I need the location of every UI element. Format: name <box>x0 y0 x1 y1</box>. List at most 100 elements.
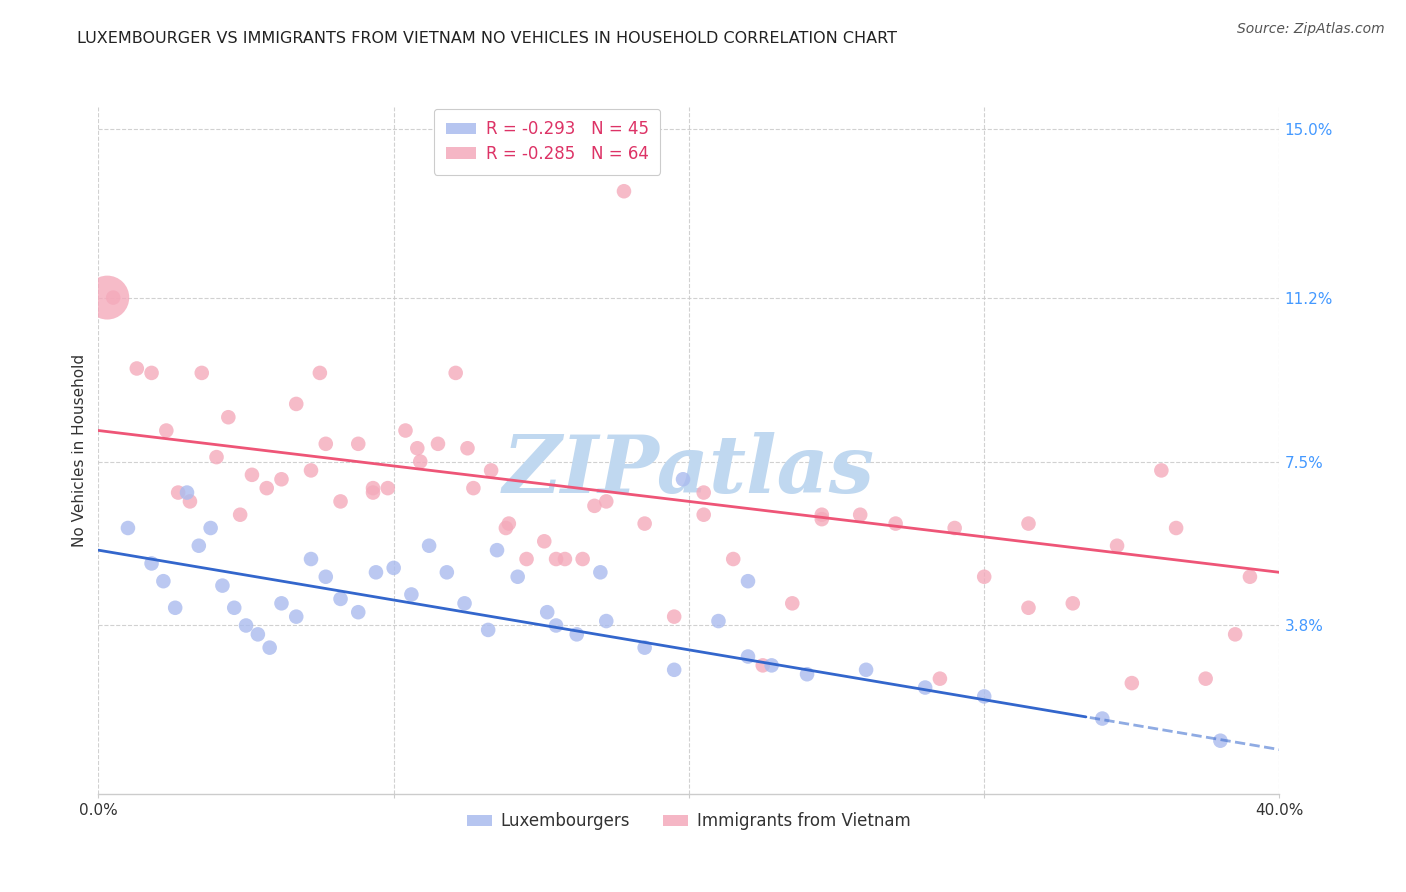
Point <box>240 467 263 482</box>
Point <box>444 366 467 380</box>
Point <box>536 605 558 619</box>
Point <box>810 512 832 526</box>
Point <box>1018 516 1040 531</box>
Point <box>401 587 423 601</box>
Point <box>565 627 588 641</box>
Point <box>309 366 332 380</box>
Legend: Luxembourgers, Immigrants from Vietnam: Luxembourgers, Immigrants from Vietnam <box>461 805 917 837</box>
Point <box>463 481 485 495</box>
Point <box>589 566 612 580</box>
Point <box>361 481 384 495</box>
Point <box>1195 672 1218 686</box>
Point <box>595 614 617 628</box>
Point <box>125 361 148 376</box>
Point <box>152 574 174 589</box>
Point <box>205 450 228 464</box>
Text: Source: ZipAtlas.com: Source: ZipAtlas.com <box>1237 22 1385 37</box>
Point <box>382 561 405 575</box>
Point <box>479 463 502 477</box>
Point <box>583 499 606 513</box>
Point <box>167 485 190 500</box>
Point <box>1091 712 1114 726</box>
Point <box>1107 539 1129 553</box>
Point <box>1166 521 1188 535</box>
Point <box>723 552 745 566</box>
Point <box>361 485 384 500</box>
Point <box>737 649 759 664</box>
Point <box>486 543 509 558</box>
Point <box>329 494 352 508</box>
Point <box>884 516 907 531</box>
Point <box>224 600 246 615</box>
Point <box>693 485 716 500</box>
Point <box>315 437 337 451</box>
Point <box>235 618 257 632</box>
Point <box>191 366 214 380</box>
Point <box>246 627 269 641</box>
Point <box>285 397 308 411</box>
Point <box>1018 600 1040 615</box>
Point <box>406 442 429 456</box>
Point <box>141 366 163 380</box>
Point <box>179 494 201 508</box>
Point <box>299 463 322 477</box>
Point <box>546 618 568 632</box>
Point <box>1062 596 1084 610</box>
Point <box>165 600 187 615</box>
Point <box>752 658 775 673</box>
Point <box>1239 570 1261 584</box>
Point <box>103 291 125 305</box>
Point <box>929 672 952 686</box>
Point <box>546 552 568 566</box>
Text: ZIPatlas: ZIPatlas <box>503 433 875 510</box>
Text: LUXEMBOURGER VS IMMIGRANTS FROM VIETNAM NO VEHICLES IN HOUSEHOLD CORRELATION CHA: LUXEMBOURGER VS IMMIGRANTS FROM VIETNAM … <box>77 31 897 46</box>
Point <box>1121 676 1143 690</box>
Point <box>595 494 617 508</box>
Point <box>707 614 730 628</box>
Y-axis label: No Vehicles in Household: No Vehicles in Household <box>72 354 87 547</box>
Point <box>270 596 292 610</box>
Point <box>477 623 499 637</box>
Point <box>394 424 416 438</box>
Point <box>453 596 475 610</box>
Point <box>155 424 177 438</box>
Point <box>973 690 995 704</box>
Point <box>810 508 832 522</box>
Point <box>409 454 432 468</box>
Point <box>761 658 783 673</box>
Point <box>664 663 686 677</box>
Point <box>211 579 233 593</box>
Point <box>259 640 281 655</box>
Point <box>664 609 686 624</box>
Point <box>737 574 759 589</box>
Point <box>187 539 209 553</box>
Point <box>285 609 308 624</box>
Point <box>315 570 337 584</box>
Point <box>270 472 292 486</box>
Point <box>571 552 593 566</box>
Point <box>796 667 818 681</box>
Point <box>495 521 517 535</box>
Point <box>418 539 440 553</box>
Point <box>436 566 458 580</box>
Point <box>943 521 966 535</box>
Point <box>329 591 352 606</box>
Point <box>855 663 877 677</box>
Point <box>117 521 139 535</box>
Point <box>229 508 252 522</box>
Point <box>554 552 576 566</box>
Point <box>1225 627 1247 641</box>
Point <box>634 516 657 531</box>
Point <box>299 552 322 566</box>
Point <box>256 481 278 495</box>
Point <box>377 481 399 495</box>
Point <box>200 521 222 535</box>
Point <box>1150 463 1173 477</box>
Point <box>141 557 163 571</box>
Point <box>457 442 479 456</box>
Point <box>427 437 450 451</box>
Point <box>176 485 198 500</box>
Point <box>973 570 995 584</box>
Point <box>347 605 370 619</box>
Point <box>849 508 872 522</box>
